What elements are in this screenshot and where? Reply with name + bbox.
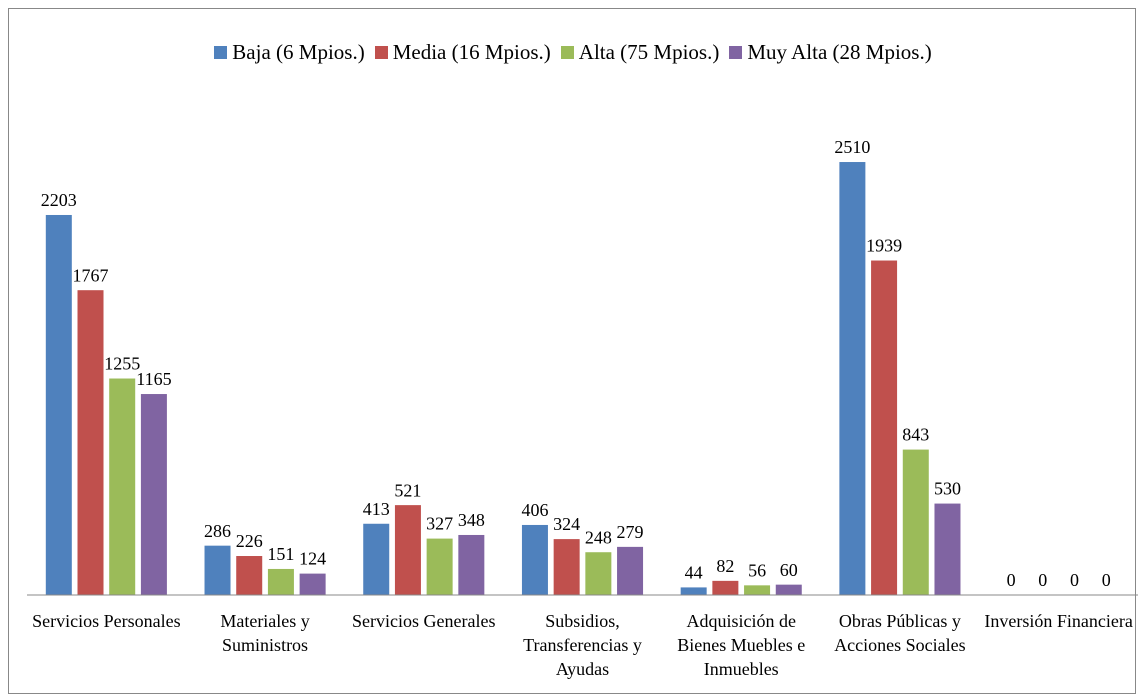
- x-tick-label: Inversión Financiera: [984, 611, 1133, 631]
- value-label: 82: [716, 556, 734, 576]
- value-label: 413: [363, 499, 390, 519]
- x-tick-label: Servicios Personales: [32, 611, 181, 631]
- bar: [585, 552, 612, 595]
- bar: [140, 394, 167, 595]
- value-label: 521: [394, 480, 421, 500]
- value-label: 1165: [136, 369, 171, 389]
- value-label: 151: [267, 544, 294, 564]
- value-label: 56: [748, 560, 766, 580]
- bar: [458, 534, 485, 595]
- legend-item: Baja (6 Mpios.): [214, 40, 365, 65]
- value-label: 0: [1102, 570, 1111, 590]
- value-label: 124: [299, 549, 326, 569]
- value-label: 60: [780, 560, 798, 580]
- value-label: 248: [585, 527, 612, 547]
- legend-item: Alta (75 Mpios.): [560, 40, 720, 65]
- bar: [871, 260, 898, 595]
- value-label: 2510: [834, 137, 870, 157]
- x-tick-label: Obras Públicas y Acciones Sociales: [834, 611, 966, 655]
- x-tick-label: Servicios Generales: [352, 611, 496, 631]
- bar: [236, 556, 263, 595]
- bar: [617, 546, 644, 595]
- value-label: 406: [521, 500, 548, 520]
- bar: [553, 539, 580, 595]
- bar: [426, 538, 453, 595]
- bar: [267, 568, 294, 595]
- legend-label: Muy Alta (28 Mpios.): [747, 40, 932, 64]
- value-label: 1767: [73, 265, 109, 285]
- legend-swatch: [560, 46, 574, 59]
- value-label: 226: [236, 531, 263, 551]
- value-label: 1939: [866, 236, 902, 256]
- value-label: 44: [685, 563, 703, 583]
- legend-label: Media (16 Mpios.): [392, 40, 551, 64]
- bar: [902, 449, 929, 595]
- bar: [77, 290, 104, 595]
- x-tick-label: Materiales y Suministros: [220, 611, 310, 655]
- bar: [299, 573, 326, 595]
- value-label: 843: [902, 425, 929, 445]
- value-label: 324: [553, 514, 580, 534]
- value-label: 279: [617, 522, 644, 542]
- value-label: 0: [1038, 570, 1047, 590]
- legend-label: Baja (6 Mpios.): [232, 40, 365, 64]
- legend-swatch: [374, 46, 388, 59]
- bar: [680, 587, 707, 595]
- legend-swatch: [214, 46, 228, 59]
- bar: [521, 524, 548, 595]
- legend-swatch: [729, 46, 743, 59]
- bar: [363, 523, 390, 595]
- value-label: 0: [1007, 570, 1016, 590]
- bar: [744, 585, 771, 595]
- bar: [109, 378, 136, 595]
- value-label: 327: [426, 514, 453, 534]
- value-label: 1255: [104, 354, 140, 374]
- bar: [775, 584, 802, 595]
- legend-item: Media (16 Mpios.): [374, 40, 551, 65]
- bar: [204, 545, 231, 595]
- bar: [394, 505, 421, 595]
- legend-item: Muy Alta (28 Mpios.): [729, 40, 932, 65]
- value-label: 286: [204, 521, 231, 541]
- bar: [934, 503, 961, 595]
- x-tick-label: Subsidios, Transferencias y Ayudas: [523, 611, 642, 679]
- legend-label: Alta (75 Mpios.): [578, 40, 720, 64]
- value-label: 348: [458, 510, 485, 530]
- bar: [712, 580, 739, 595]
- value-label: 530: [934, 479, 961, 499]
- bar: [839, 162, 866, 595]
- value-label: 2203: [41, 190, 77, 210]
- x-tick-label: Adquisición de Bienes Muebles e Inmueble…: [677, 611, 806, 679]
- bar: [45, 214, 72, 596]
- legend: Baja (6 Mpios.) Media (16 Mpios.) Alta (75…: [0, 40, 1146, 65]
- chart-frame: [8, 8, 1136, 694]
- value-label: 0: [1070, 570, 1079, 590]
